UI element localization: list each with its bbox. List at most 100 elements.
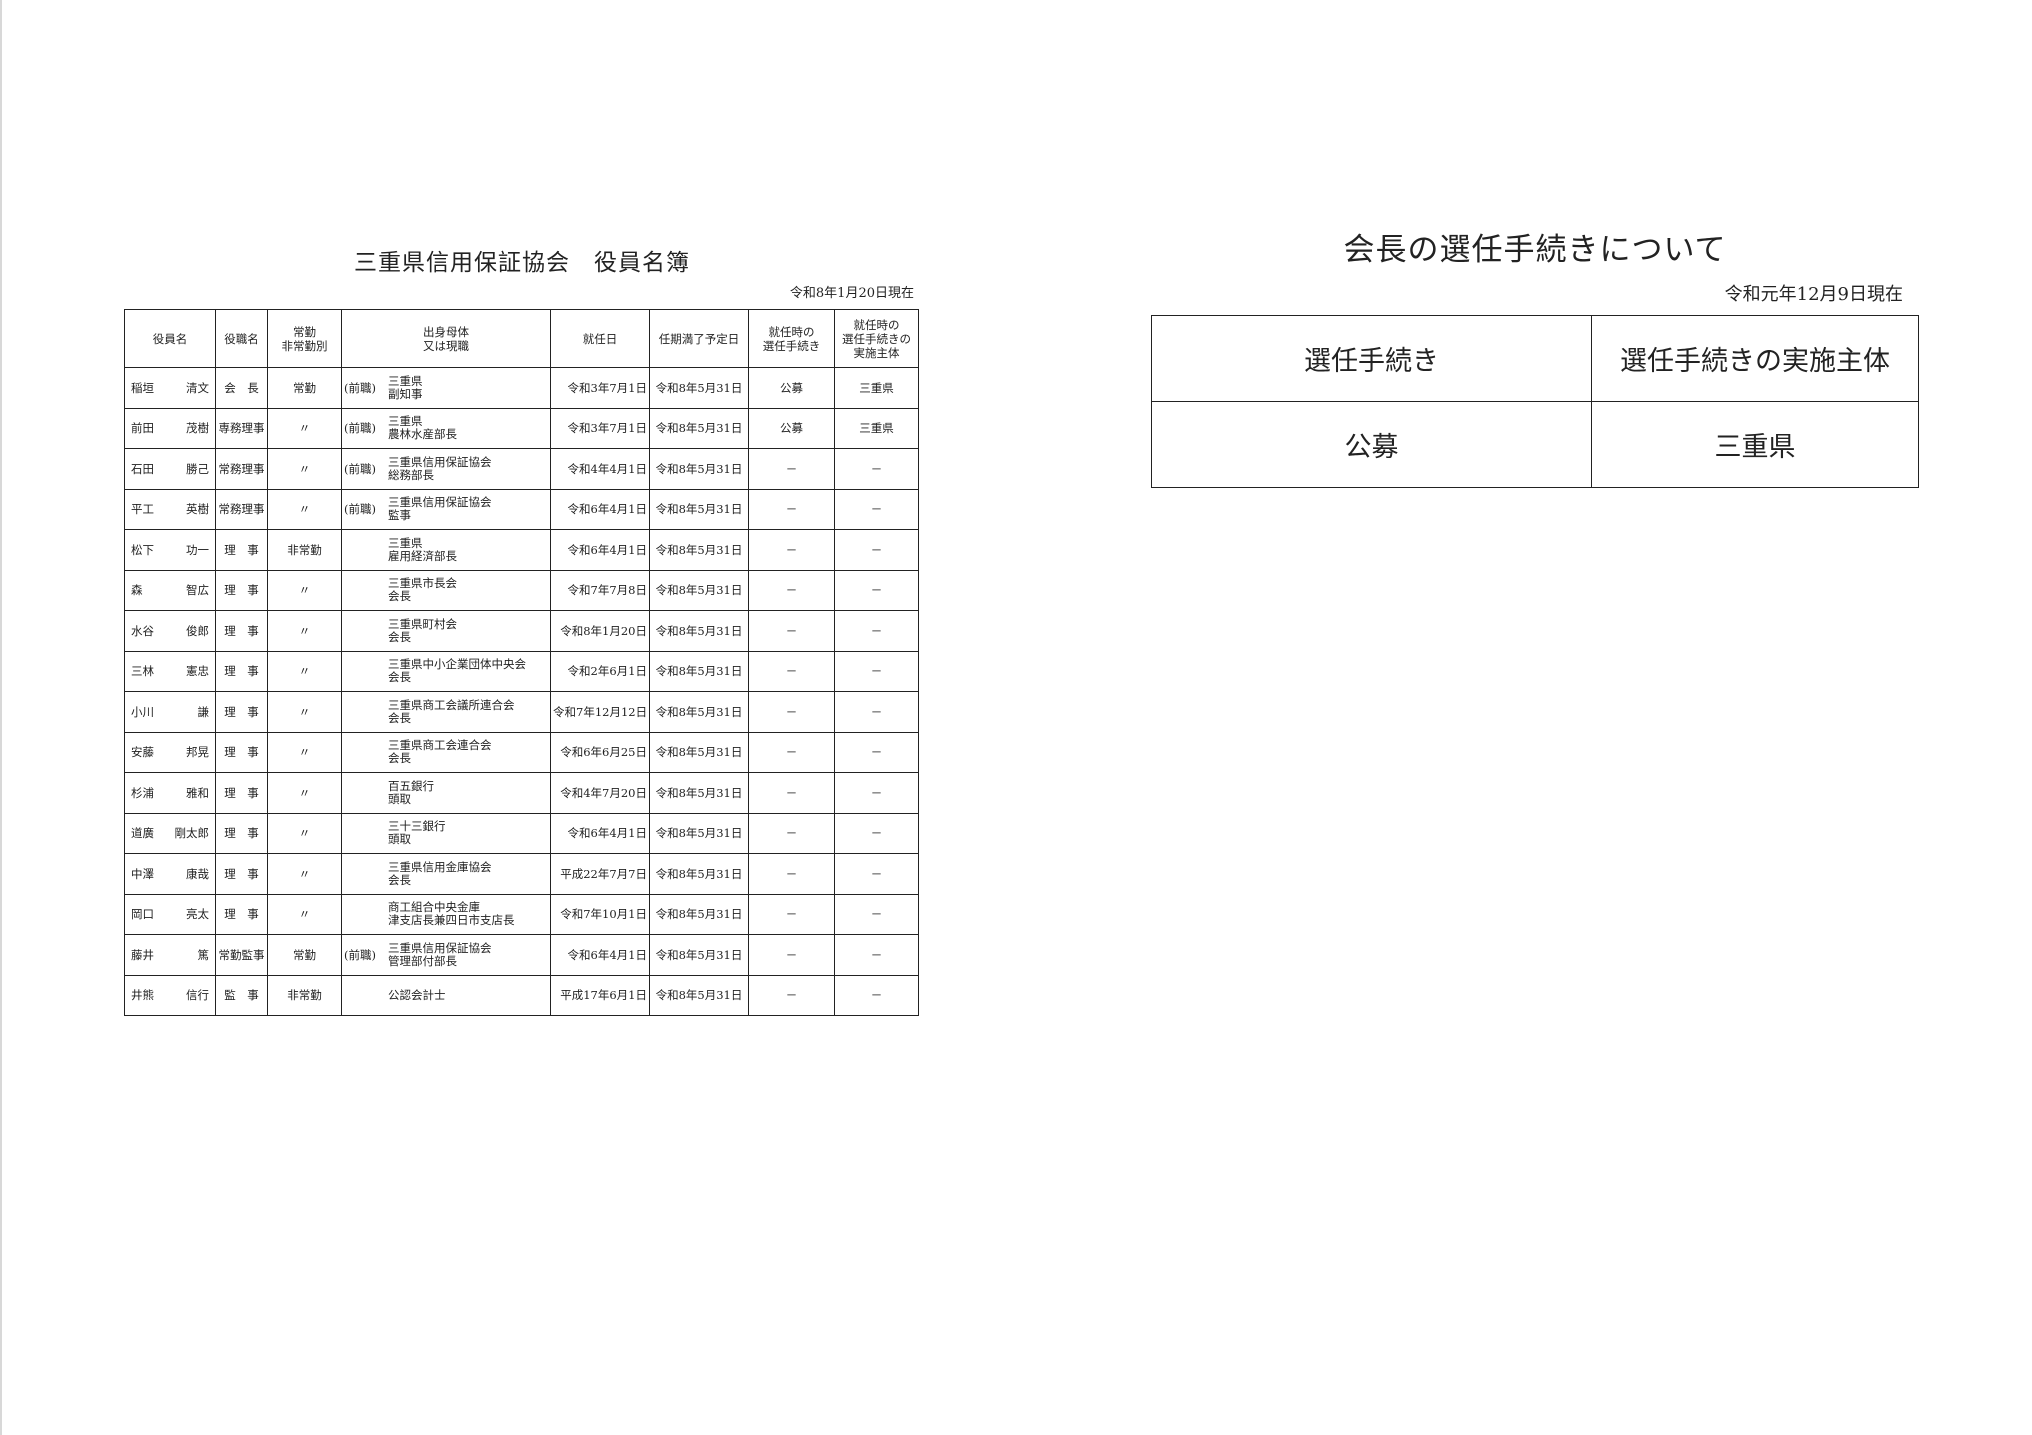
affiliation-line: 会長 [388,751,411,766]
selection-procedure-cell: － [748,529,835,571]
term-end-date-cell: 令和8年5月31日 [649,731,749,773]
affiliation: (前職) 三重県 農林水産部長 [344,415,548,441]
affiliation: (前職) 三重県 副知事 [344,374,548,401]
implementing-body-cell: － [834,448,919,490]
table-row: 杉浦 雅和理 事〃百五銀行 頭取 令和4年7月20日 令和8年5月31日－－ [124,772,919,814]
term-end-date-cell: 令和8年5月31日 [649,488,749,530]
implementing-body-cell: － [834,772,919,814]
start-date-cell: 令和4年4月1日 [550,448,650,490]
given-name: 茂樹 [186,421,209,436]
officer-name: 杉浦 雅和 [131,785,209,801]
table-row: 前田 茂樹 専務理事〃 (前職) 三重県 農林水産部長 令和3年7月1日 令和8年5月31日公… [124,407,919,449]
implementing-body-cell: － [834,529,919,571]
procedure-value: 公募 [1151,401,1592,488]
position-cell: 理 事 [215,610,268,652]
officer-name: 松下 功一 [131,542,209,558]
affiliation-lines: 百五銀行 頭取 [388,778,434,806]
start-date-cell: 平成17年6月1日 [550,974,650,1016]
affiliation-lines: 三重県市長会 会長 [388,577,457,603]
header-officer-name: 役員名 [124,309,216,368]
table-row: 小川謙理 事〃三重県商工会議所連合会 会長 令和7年12月12日 令和8年5月31日－… [124,691,919,733]
implementing-body-cell: － [834,488,919,530]
implementing-body-cell: － [834,650,919,692]
officer-name-cell: 松下 功一 [124,529,216,571]
officer-name: 前田 茂樹 [131,420,209,436]
given-name: 亮太 [186,907,209,922]
surname: 松下 [131,542,154,557]
affiliation-cell: 三重県信用金庫協会 会長 [341,853,551,895]
start-date-cell: 令和7年7月8日 [550,569,650,611]
affiliation-line: 三重県 [388,535,423,550]
term-end-date-cell: 令和8年5月31日 [649,812,749,854]
selection-procedure-cell: － [748,731,835,773]
selection-procedure-cell: － [748,974,835,1016]
officer-name: 中澤 康哉 [131,866,209,882]
selection-procedure-cell: － [748,853,835,895]
affiliation-cell: (前職) 三重県信用保証協会 監事 [341,488,551,530]
affiliation-line: 三重県商工会議所連合会 [388,697,515,712]
employment-type-cell: 〃 [267,448,342,490]
surname: 平工 [131,502,154,517]
affiliation-lines: 三重県信用保証協会 管理部付部長 [388,941,492,968]
procedure-as-of-date: 令和元年12月9日現在 [1724,284,1903,305]
selection-procedure-cell: － [748,488,835,530]
officer-name: 平工 英樹 [131,501,209,517]
affiliation-line: 百五銀行 [388,778,434,793]
implementing-body-value: 三重県 [1591,401,1919,488]
affiliation: 公認会計士 [344,988,548,1002]
affiliation-cell: (前職) 三重県 副知事 [341,367,551,409]
affiliation: 三重県商工会議所連合会 会長 [344,697,548,725]
roster-header-row: 役員名 役職名 常勤 非常勤別 出身母体 又は現職 就任日 任期満了予定日 就任時の 選任手続き就… [124,309,919,368]
position-cell: 理 事 [215,853,268,895]
term-end-date-cell: 令和8年5月31日 [649,407,749,449]
surname: 藤井 [131,947,154,962]
affiliation-lines: 三重県商工会議所連合会 会長 [388,697,515,725]
officer-name-cell: 安藤 邦晃 [124,731,216,773]
affiliation-line: 頭取 [388,832,411,847]
header-implementing-body: 選任手続きの実施主体 [1591,315,1919,402]
position-cell: 常務理事 [215,448,268,490]
affiliation-line: 三十三銀行 [388,819,446,834]
former-position-prefix: (前職) [344,502,376,517]
start-date-cell: 令和6年4月1日 [550,488,650,530]
header-start-date: 就任日 [550,309,650,368]
affiliation: 百五銀行 頭取 [344,778,548,806]
employment-type-cell: 〃 [267,488,342,530]
position-cell: 常務理事 [215,488,268,530]
affiliation-lines: 商工組合中央金庫 津支店長兼四日市支店長 [388,901,515,927]
selection-procedure-cell: － [748,610,835,652]
given-name: 謙 [197,704,210,719]
officer-name-cell: 中澤 康哉 [124,853,216,895]
officer-name: 稲垣 清文 [131,380,209,396]
officer-name-cell: 平工 英樹 [124,488,216,530]
affiliation-line: 三重県信用金庫協会 [388,859,492,874]
implementing-body-cell: － [834,812,919,854]
surname: 稲垣 [131,380,154,395]
term-end-date-cell: 令和8年5月31日 [649,448,749,490]
table-row: 中澤 康哉理 事〃三重県信用金庫協会 会長 平成22年7月7日 令和8年5月31日－－ [124,853,919,895]
affiliation: 三十三銀行 頭取 [344,820,548,846]
affiliation-line: 三重県中小企業団体中央会 [388,657,526,672]
selection-procedure-cell: － [748,569,835,611]
affiliation-lines: 公認会計士 [388,988,446,1002]
officer-name: 石田 勝己 [131,461,209,477]
procedure-value-row: 公募 三重県 [1151,401,1919,488]
selection-procedure-cell: － [748,691,835,733]
officer-name: 井熊 信行 [131,987,209,1003]
term-end-date-cell: 令和8年5月31日 [649,650,749,692]
implementing-body-cell: － [834,731,919,773]
employment-type-cell: 〃 [267,691,342,733]
given-name: 俊郎 [186,623,209,638]
surname: 安藤 [131,745,154,760]
affiliation-line: 会長 [388,670,411,685]
officer-name: 藤井 篤 [131,947,209,963]
affiliation-lines: 三重県商工会連合会 会長 [388,739,492,765]
affiliation-line: 総務部長 [388,467,434,482]
header-term-end-date: 任期満了予定日 [649,309,749,368]
selection-procedure-table: 選任手続き 選任手続きの実施主体 公募 三重県 [1151,315,1919,488]
table-row: 森智広理 事〃三重県市長会 会長 令和7年7月8日 令和8年5月31日－－ [124,569,919,611]
employment-type-cell: 〃 [267,772,342,814]
selection-procedure-cell: － [748,650,835,692]
position-cell: 専務理事 [215,407,268,449]
officer-name-cell: 杉浦 雅和 [124,772,216,814]
